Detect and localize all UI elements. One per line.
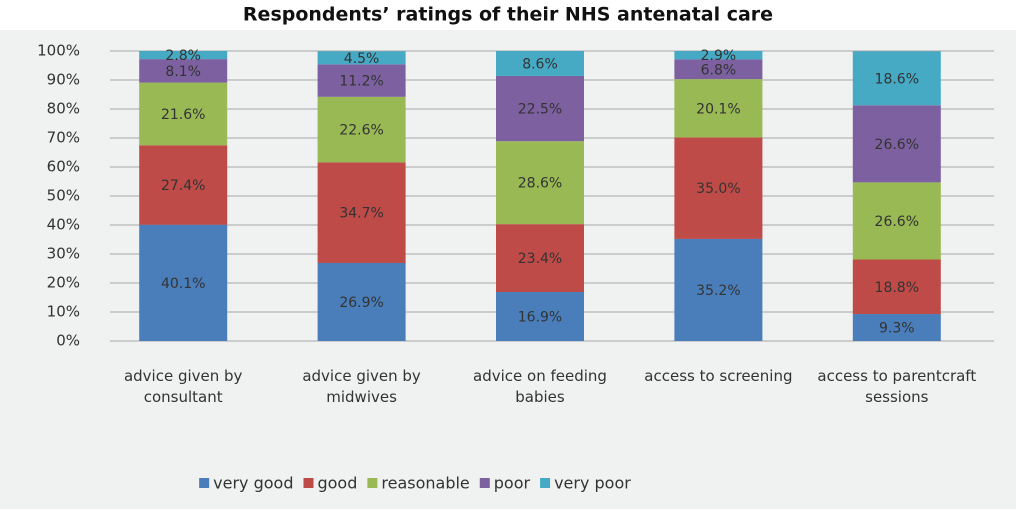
data-label: 35.0% xyxy=(696,181,740,197)
bar-segment xyxy=(852,259,941,315)
y-tick-label: 20% xyxy=(47,274,80,292)
bar-segment xyxy=(317,64,406,97)
x-tick-label: access to parentcraft sessions xyxy=(817,367,977,406)
chart-title: Respondents’ ratings of their NHS antena… xyxy=(243,4,773,26)
x-tick-label: advice given by consultant xyxy=(123,367,243,406)
bar-segment xyxy=(317,96,406,163)
y-tick-label: 30% xyxy=(47,245,80,263)
data-label: 26.6% xyxy=(875,137,919,153)
data-label: 22.5% xyxy=(518,102,562,118)
data-label: 11.2% xyxy=(339,74,383,90)
bar-segment xyxy=(674,79,763,138)
bar-segment xyxy=(496,291,584,341)
y-tick-label: 0% xyxy=(56,332,80,350)
data-label: 8.1% xyxy=(165,64,201,80)
y-tick-label: 50% xyxy=(47,187,80,205)
data-label: 18.8% xyxy=(875,280,919,296)
bar-segment xyxy=(496,224,584,292)
bar-segment xyxy=(139,145,228,225)
y-tick-label: 70% xyxy=(47,129,80,147)
bar-segment xyxy=(674,59,763,80)
y-tick-label: 80% xyxy=(47,100,80,118)
x-tick-label: access to screening xyxy=(644,367,793,385)
data-label: 2.8% xyxy=(165,48,201,64)
legend-swatch xyxy=(367,478,378,488)
data-label: 40.1% xyxy=(161,276,205,292)
bar-segment xyxy=(496,141,584,225)
y-tick-label: 40% xyxy=(47,216,80,234)
legend-label: poor xyxy=(494,474,531,493)
data-label: 35.2% xyxy=(696,283,740,299)
data-label: 6.8% xyxy=(701,62,737,78)
bar-segment xyxy=(674,137,763,239)
x-tick-label: advice on feeding babies xyxy=(473,367,607,406)
bar-segment xyxy=(139,224,228,341)
data-label: 27.4% xyxy=(161,178,205,194)
data-label: 4.5% xyxy=(344,51,380,67)
data-label: 34.7% xyxy=(339,206,383,222)
bar-segment xyxy=(317,51,406,65)
bar-segment xyxy=(317,162,406,263)
data-label: 18.6% xyxy=(875,71,919,87)
data-label: 26.9% xyxy=(339,295,383,311)
bar-segment xyxy=(496,75,584,142)
bar-segment xyxy=(496,51,584,76)
data-label: 23.4% xyxy=(518,251,562,267)
y-tick-label: 60% xyxy=(47,158,80,176)
legend-swatch xyxy=(303,478,314,488)
bar-segment xyxy=(139,59,228,83)
bar-segment xyxy=(852,51,941,106)
legend-label: very good xyxy=(213,474,293,493)
bar-segment xyxy=(852,105,941,183)
bar-segment xyxy=(139,51,228,60)
bar-segment xyxy=(674,51,763,60)
legend-swatch xyxy=(199,478,210,488)
y-tick-label: 90% xyxy=(47,71,80,89)
y-tick-label: 100% xyxy=(37,42,80,60)
data-label: 8.6% xyxy=(522,56,558,72)
legend-swatch xyxy=(540,478,551,488)
data-label: 16.9% xyxy=(518,309,562,325)
data-label: 22.6% xyxy=(339,123,383,139)
bar-segment xyxy=(852,314,941,341)
data-label: 2.9% xyxy=(701,48,737,64)
legend-label: good xyxy=(317,474,357,493)
data-label: 26.6% xyxy=(875,214,919,230)
bar-segment xyxy=(139,82,228,146)
legend-label: reasonable xyxy=(381,474,469,493)
data-label: 20.1% xyxy=(696,101,740,117)
legend-label: very poor xyxy=(554,474,631,493)
legend-swatch xyxy=(479,478,490,488)
y-tick-label: 10% xyxy=(47,303,80,321)
data-label: 21.6% xyxy=(161,107,205,123)
bar-segment xyxy=(674,238,763,341)
bar-segment xyxy=(852,182,941,260)
data-label: 28.6% xyxy=(518,176,562,192)
data-label: 9.3% xyxy=(879,321,915,337)
title-band xyxy=(0,0,1016,30)
bar-segment xyxy=(317,262,406,341)
x-tick-label: advice given by midwives xyxy=(302,367,421,406)
